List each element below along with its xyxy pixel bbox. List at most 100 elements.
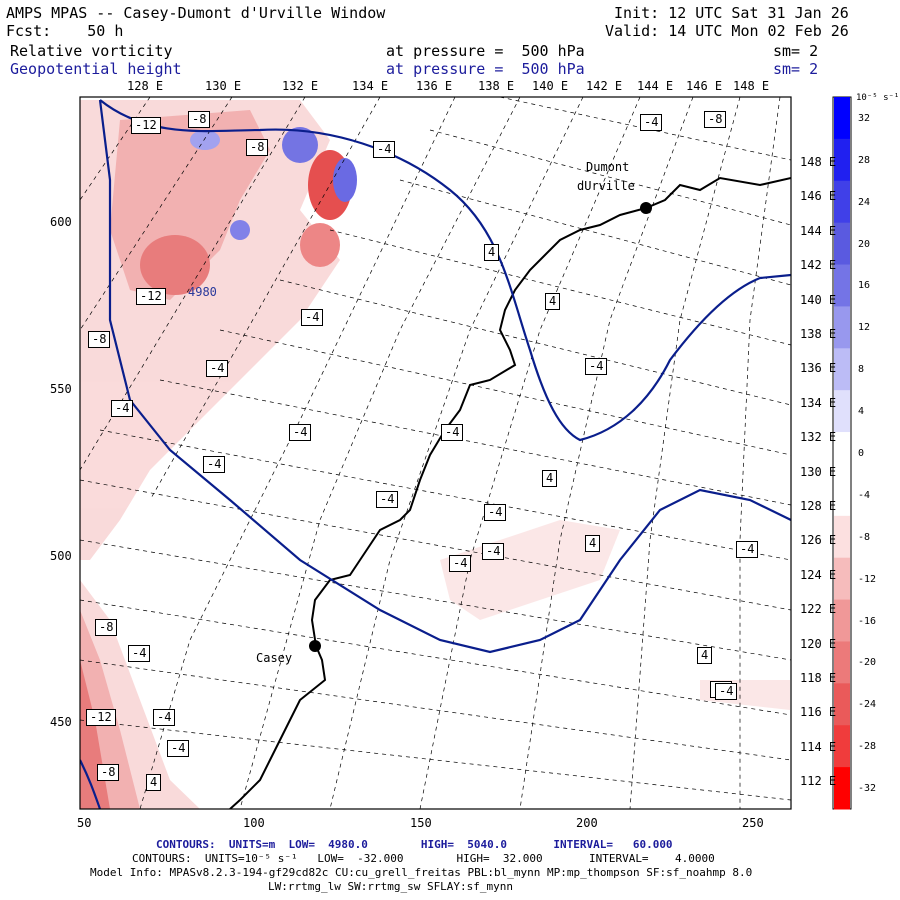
top-lon-label: 128 E (127, 79, 164, 93)
colorbar-bin (834, 222, 850, 266)
field2-level: at pressure = 500 hPa (386, 60, 585, 78)
vorticity-label: -4 (301, 309, 324, 326)
vorticity-label: 4 (585, 535, 601, 552)
top-lon-label: 136 E (416, 79, 453, 93)
vorticity-label: -8 (95, 619, 118, 636)
footer-contours-height: CONTOURS: UNITS=m LOW= 4980.0 HIGH= 5040… (156, 838, 673, 851)
vorticity-label: 4 (542, 470, 558, 487)
vorticity-label: -8 (704, 111, 727, 128)
vorticity-label: -4 (585, 358, 608, 375)
colorbar-tick-label: -4 (858, 490, 871, 501)
height-contour-4980 (98, 99, 791, 654)
height-contour-label: 4980 (188, 285, 217, 299)
colorbar-tick-label: 24 (858, 197, 871, 208)
height-contour-5040 (99, 99, 791, 442)
colorbar-tick-label: 32 (858, 113, 871, 124)
vorticity-label: -4 (373, 141, 396, 158)
colorbar-tick-label: 12 (858, 322, 871, 333)
top-lon-label: 132 E (282, 79, 319, 93)
bottom-tick-label: 250 (742, 816, 764, 830)
colorbar-bin (834, 641, 850, 684)
bottom-tick-label: 50 (77, 816, 92, 830)
colorbar-bin (834, 390, 850, 433)
vorticity-label: -12 (86, 709, 116, 726)
bottom-tick-label: 100 (243, 816, 265, 830)
right-lon-label: 126 E (800, 533, 837, 547)
colorbar-tick-label: 0 (858, 448, 865, 459)
vorticity-label: -8 (246, 139, 269, 156)
forecast-hour: Fcst: 50 h (6, 22, 124, 40)
map-frame (79, 96, 792, 810)
top-lon-label: 140 E (532, 79, 569, 93)
vorticity-label: -4 (484, 504, 507, 521)
colorbar-bin (834, 180, 850, 224)
chart-title: AMPS MPAS -- Casey-Dumont d'Urville Wind… (6, 4, 386, 22)
footer-contours-vorticity: CONTOURS: UNITS=10⁻⁵ s⁻¹ LOW= -32.000 HI… (132, 852, 715, 865)
right-lon-label: 118 E (800, 671, 837, 685)
vorticity-label: -4 (640, 114, 663, 131)
right-lon-label: 132 E (800, 430, 837, 444)
vorticity-label: -12 (136, 288, 166, 305)
footer-model-info-2: LW:rrtmg_lw SW:rrtmg_sw SFLAY:sf_mynn (268, 880, 514, 893)
left-tick-label: 600 (50, 215, 72, 229)
field2-name: Geopotential height (10, 60, 182, 78)
casey-station-marker (309, 640, 321, 652)
colorbar-tick-label: -28 (858, 741, 877, 752)
right-lon-label: 140 E (800, 293, 837, 307)
colorbar-tick-label: 20 (858, 239, 871, 250)
colorbar-bin (834, 767, 850, 810)
top-lon-label: 130 E (205, 79, 242, 93)
vorticity-label: 4 (697, 647, 713, 664)
right-lon-label: 146 E (800, 189, 837, 203)
vorticity-label: -8 (188, 111, 211, 128)
vorticity-label: -8 (88, 331, 111, 348)
colorbar-bin (834, 306, 850, 349)
right-lon-label: 128 E (800, 499, 837, 513)
right-lon-label: 122 E (800, 602, 837, 616)
bottom-tick-label: 150 (410, 816, 432, 830)
right-lon-label: 138 E (800, 327, 837, 341)
colorbar-tick-label: -20 (858, 657, 877, 668)
left-tick-label: 550 (50, 382, 72, 396)
colorbar-bin (834, 725, 850, 768)
init-time: Init: 12 UTC Sat 31 Jan 26 (614, 4, 849, 22)
colorbar-tick-label: -16 (858, 616, 877, 627)
vorticity-label: -4 (289, 424, 312, 441)
top-lon-label: 144 E (637, 79, 674, 93)
vorticity-label: -4 (376, 491, 399, 508)
vorticity-label: -4 (111, 400, 134, 417)
vorticity-label: -4 (449, 555, 472, 572)
footer-model-info: Model Info: MPASv8.2.3-194-gf29cd82c CU:… (90, 866, 753, 879)
vorticity-label: 4 (545, 293, 561, 310)
station-label-durville: dUrville (577, 179, 635, 193)
right-lon-label: 124 E (800, 568, 837, 582)
colorbar-tick-label: -8 (858, 532, 871, 543)
colorbar-bin (834, 97, 850, 140)
vorticity-label: 4 (146, 774, 162, 791)
top-lon-label: 134 E (352, 79, 389, 93)
colorbar-bin (834, 557, 850, 601)
vorticity-label: -4 (482, 543, 505, 560)
right-lon-label: 114 E (800, 740, 837, 754)
colorbar-bin (834, 515, 850, 559)
vorticity-label: -4 (153, 709, 176, 726)
vorticity-label: 4 (484, 244, 500, 261)
field1-smooth: sm= 2 (773, 42, 819, 60)
vorticity-label: -8 (97, 764, 120, 781)
colorbar-bin (834, 432, 850, 475)
bottom-tick-label: 200 (576, 816, 598, 830)
colorbar-bin (834, 348, 850, 391)
vorticity-label: -4 (203, 456, 226, 473)
right-lon-label: 116 E (800, 705, 837, 719)
colorbar-tick-label: 8 (858, 364, 865, 375)
vorticity-label: -4 (167, 740, 190, 757)
graticule (80, 97, 791, 809)
colorbar-bin (834, 138, 850, 182)
vorticity-label: -4 (441, 424, 464, 441)
colorbar-bin (834, 264, 850, 307)
station-label-dumont: Dumont (586, 160, 630, 174)
field1-name: Relative vorticity (10, 42, 173, 60)
vorticity-label: -12 (131, 117, 161, 134)
vorticity-label: -4 (715, 683, 738, 700)
colorbar-tick-label: -32 (858, 783, 877, 794)
